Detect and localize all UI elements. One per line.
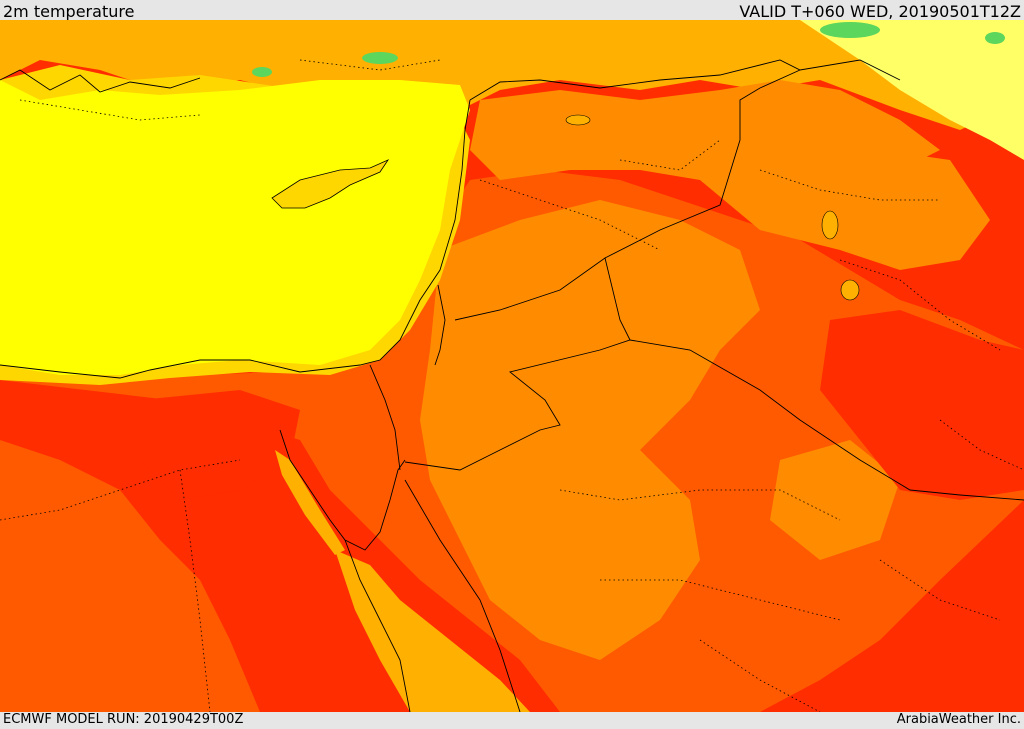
lake-assad <box>565 114 591 126</box>
orange-syria <box>470 80 940 190</box>
amber-north-belt <box>0 20 1024 130</box>
coastlines <box>0 59 901 712</box>
orange-zone <box>420 200 760 660</box>
lake-habbaniyah <box>840 279 860 301</box>
gulf-of-suez <box>275 450 345 555</box>
green-patch-n <box>362 52 398 64</box>
mediterranean-sea <box>0 80 470 375</box>
green-patch-nw <box>252 67 272 77</box>
temperature-map[interactable] <box>0 20 1024 712</box>
red-pocket-egypt <box>140 390 300 500</box>
brand-label: ArabiaWeather Inc. <box>896 712 1021 727</box>
red-sea <box>335 550 530 712</box>
red-pocket-iraq <box>820 310 1024 500</box>
green-patch-e <box>985 32 1005 44</box>
model-run-label: ECMWF MODEL RUN: 20190429T00Z <box>3 712 244 727</box>
red-orange-west <box>0 440 260 712</box>
lake-tharthar <box>821 210 839 240</box>
country-borders <box>369 69 1024 501</box>
orange-south-east <box>770 440 900 560</box>
internal-boundaries <box>0 59 1024 712</box>
header-bar: 2m temperature VALID T+060 WED, 20190501… <box>0 0 1024 21</box>
green-patch-ne <box>820 22 880 38</box>
map-title: 2m temperature <box>3 2 135 21</box>
valid-time-label: VALID T+060 WED, 20190501T12Z <box>739 2 1021 21</box>
temperature-map-canvas <box>0 20 1024 712</box>
light-yellow-north <box>800 20 1024 160</box>
cyprus-island <box>271 159 390 209</box>
footer-bar: ECMWF MODEL RUN: 20190429T00Z ArabiaWeat… <box>0 712 1024 729</box>
